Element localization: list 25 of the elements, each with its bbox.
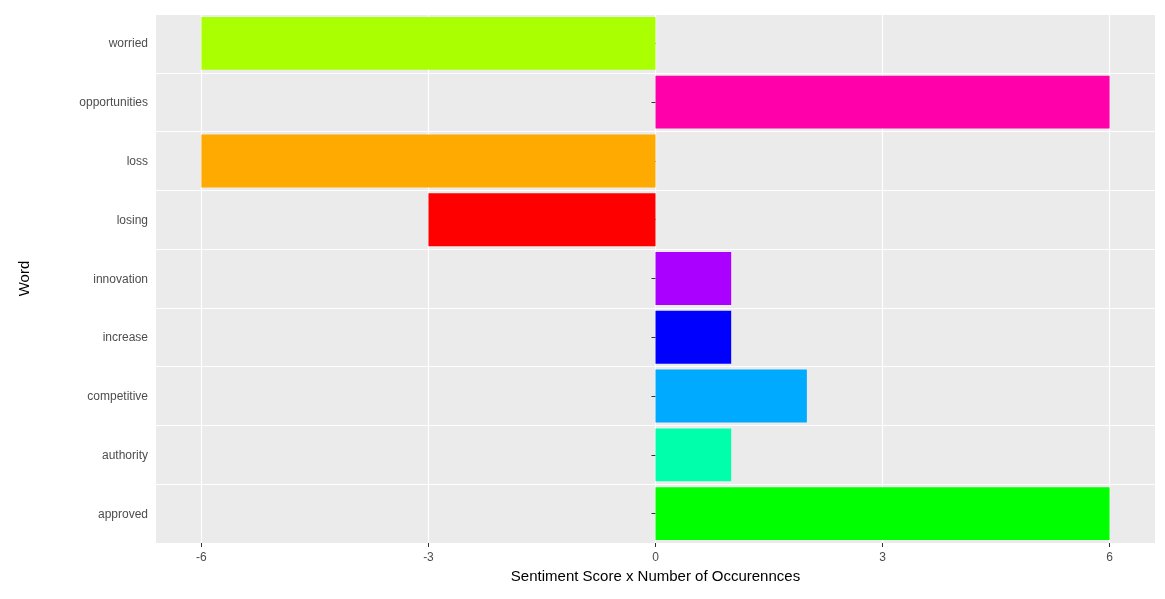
bar (655, 369, 807, 423)
y-tick-label: authority (101, 447, 148, 462)
bar (655, 428, 732, 482)
bar (655, 487, 1110, 541)
y-tick-label: innovation (93, 271, 148, 286)
y-tick-label: losing (116, 212, 148, 227)
y-tick-label: loss (126, 153, 148, 168)
y-tick-label: opportunities (79, 95, 148, 110)
bar (428, 193, 656, 247)
x-tick-label: 0 (652, 550, 660, 564)
y-tick-label: worried (107, 36, 148, 51)
y-tick-label: approved (97, 506, 148, 521)
bar (201, 16, 656, 70)
x-axis-title: Sentiment Score x Number of Occurennces (510, 566, 801, 584)
bar (655, 75, 1110, 129)
x-tick-label: -3 (423, 550, 435, 564)
bar (655, 252, 732, 305)
y-tick-label: increase (102, 330, 149, 345)
bar (201, 134, 656, 188)
bar (655, 310, 732, 364)
x-tick-label: 6 (1106, 550, 1114, 564)
x-tick-label: 3 (879, 550, 887, 564)
y-axis-title: Word (15, 260, 32, 297)
x-tick-label: -6 (196, 550, 208, 564)
y-tick-label: competitive (87, 389, 149, 404)
